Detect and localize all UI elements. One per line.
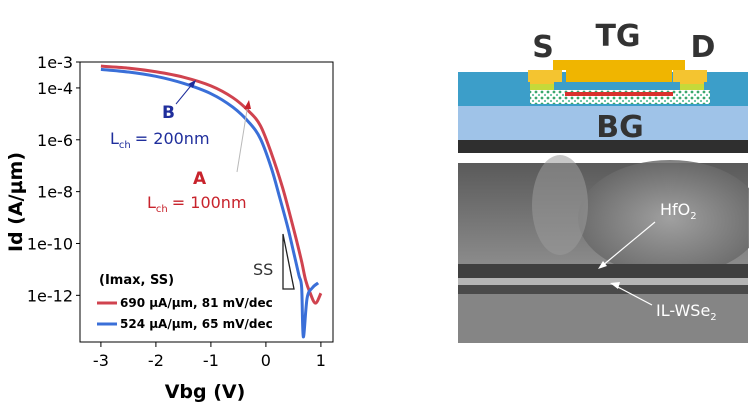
hfo2-label: HfO2 — [660, 200, 697, 222]
annotation-a-arrowhead — [244, 100, 251, 109]
drain-metal — [673, 70, 707, 82]
legend-entry-blue: 524 µA/µm, 65 mV/dec — [120, 317, 273, 331]
legend-title: (Imax, SS) — [99, 273, 174, 288]
y-axis-label: Id (A/µm) — [5, 152, 27, 252]
annotation-b-letter: B — [162, 103, 175, 123]
drain-label: D — [691, 30, 716, 65]
tem-light-band — [458, 278, 748, 285]
x-tick-label: -2 — [148, 351, 164, 370]
y-tick-label: 1e-10 — [27, 234, 73, 253]
tem-wse-layer — [458, 285, 748, 294]
x-tick-label: 0 — [261, 351, 271, 370]
device-schematic: S TG D BG — [458, 19, 748, 153]
il-wse2-arrowhead — [610, 282, 620, 289]
drain-contact-lime — [680, 84, 704, 90]
series-line-blue — [100, 67, 320, 339]
y-tick-label: 1e-6 — [37, 131, 73, 150]
chart: 1e-3 1e-4 1e-6 1e-8 1e-10 1e-12 -3 -2 -1 0 1 Id (… — [5, 53, 334, 403]
plot-frame — [79, 61, 334, 343]
back-gate-layer — [458, 106, 748, 140]
x-tick-label: 1 — [316, 351, 326, 370]
top-gate-metal — [553, 60, 685, 82]
legend: (Imax, SS) 690 µA/µm, 81 mV/dec 524 µA/µ… — [97, 273, 273, 331]
ss-triangle — [282, 233, 295, 290]
annotation-b-arrowhead — [188, 80, 196, 88]
x-tick-label: -1 — [203, 351, 219, 370]
y-tick-label: 1e-3 — [37, 53, 73, 72]
tem-image: HfO2 IL-WSe2 — [458, 155, 749, 343]
legend-entry-red: 690 µA/µm, 81 mV/dec — [120, 296, 273, 310]
tem-hfo-layer — [458, 264, 748, 278]
tem-left-feature — [532, 155, 588, 255]
annotation-a-arrow — [236, 103, 249, 173]
series-line-red — [100, 64, 323, 305]
substrate-dark — [458, 140, 748, 153]
tem-gate-blob — [578, 160, 749, 276]
y-tick-label: 1e-4 — [37, 79, 73, 98]
tem-lower-band — [458, 294, 748, 343]
annotation-ss-label: SS — [253, 260, 273, 279]
top-gate-label: TG — [595, 19, 640, 54]
il-wse2-label: IL-WSe2 — [656, 301, 717, 323]
annotation-b-lch: Lch = 200nm — [110, 129, 210, 151]
hfo2-arrowhead — [598, 261, 607, 269]
x-axis-ticks: -3 -2 -1 0 1 — [93, 342, 326, 370]
y-axis-ticks: 1e-3 1e-4 1e-6 1e-8 1e-10 1e-12 — [27, 53, 80, 305]
source-label: S — [532, 30, 554, 65]
source-contact-lime — [530, 84, 554, 90]
source-metal — [528, 70, 562, 82]
annotation-a-letter: A — [193, 169, 207, 189]
annotation-a-lch: Lch = 100nm — [147, 193, 247, 215]
x-tick-label: -3 — [93, 351, 109, 370]
il-wse2-arrow — [613, 284, 653, 306]
y-tick-label: 1e-12 — [27, 286, 73, 305]
x-axis-label: Vbg (V) — [165, 381, 246, 403]
gate-dielectric-red — [565, 92, 673, 96]
back-gate-label: BG — [596, 110, 644, 145]
hfo2-arrow — [601, 221, 656, 267]
y-tick-label: 1e-8 — [37, 183, 73, 202]
